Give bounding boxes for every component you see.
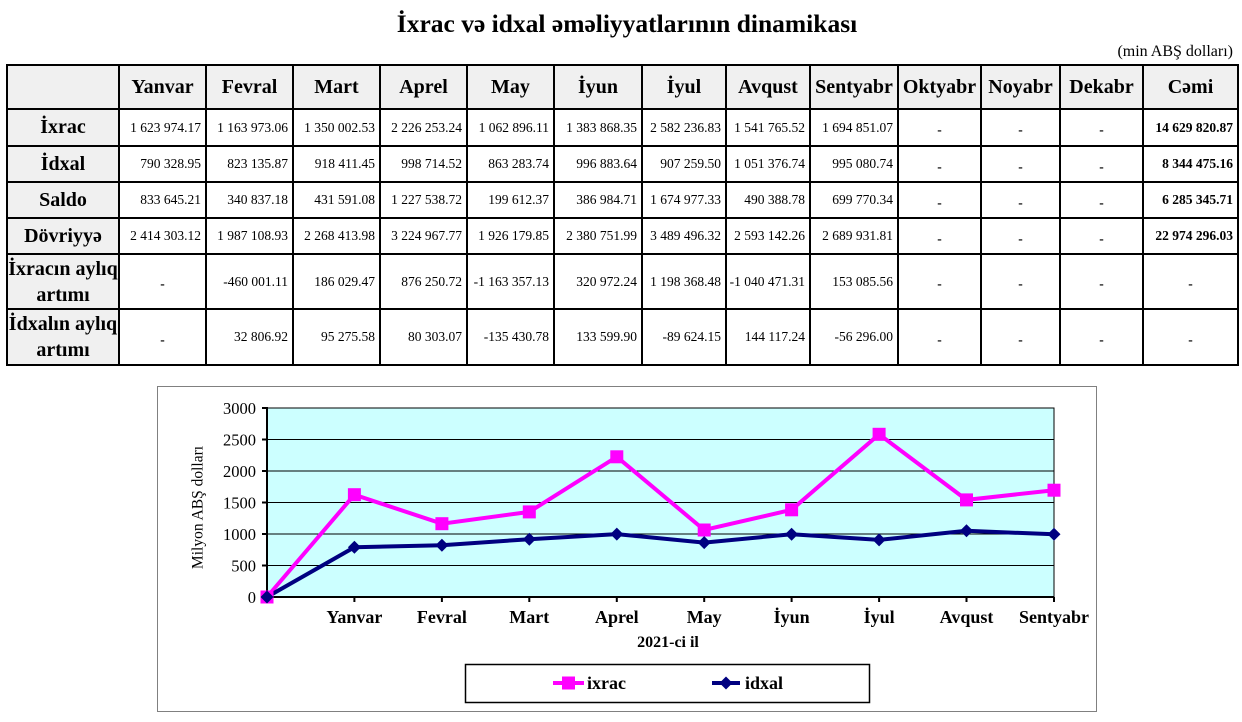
svg-text:2021-ci il: 2021-ci il bbox=[637, 634, 699, 651]
svg-text:İyun: İyun bbox=[774, 607, 810, 627]
svg-text:idxal: idxal bbox=[745, 673, 783, 693]
svg-text:Avqust: Avqust bbox=[940, 607, 994, 627]
svg-text:500: 500 bbox=[231, 557, 256, 576]
svg-text:ixrac: ixrac bbox=[587, 673, 626, 693]
svg-text:İyul: İyul bbox=[864, 607, 895, 627]
svg-text:Sentyabr: Sentyabr bbox=[1019, 607, 1089, 627]
svg-text:0: 0 bbox=[248, 588, 256, 607]
svg-text:2500: 2500 bbox=[223, 431, 256, 450]
svg-text:2000: 2000 bbox=[223, 462, 256, 481]
svg-text:May: May bbox=[687, 607, 722, 627]
svg-text:Aprel: Aprel bbox=[595, 607, 639, 627]
svg-text:Milyon ABŞ dolları: Milyon ABŞ dolları bbox=[190, 445, 207, 569]
svg-text:1500: 1500 bbox=[223, 494, 256, 513]
svg-text:Yanvar: Yanvar bbox=[326, 607, 382, 627]
svg-text:1000: 1000 bbox=[223, 525, 256, 544]
svg-text:Mart: Mart bbox=[509, 607, 549, 627]
svg-text:Fevral: Fevral bbox=[417, 607, 467, 627]
svg-text:3000: 3000 bbox=[223, 399, 256, 418]
